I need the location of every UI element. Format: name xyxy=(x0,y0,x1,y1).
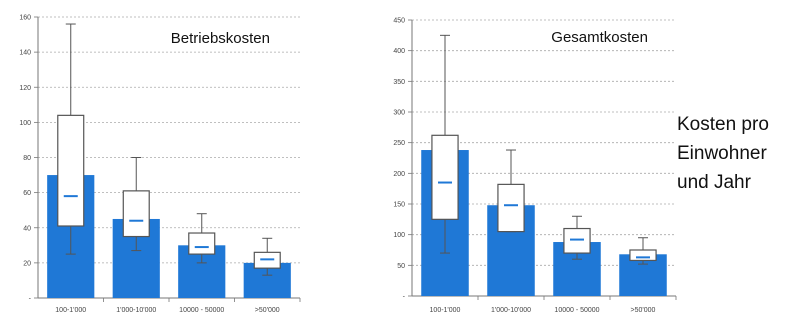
box xyxy=(629,249,657,262)
chart-title-gesamtkosten: Gesamtkosten xyxy=(551,29,648,46)
caption-line-1: Kosten pro xyxy=(677,114,769,135)
side-caption: Kosten pro Einwohner und Jahr xyxy=(677,110,769,197)
y-tick-label: 120 xyxy=(19,85,31,92)
y-tick-label: 250 xyxy=(393,140,405,147)
y-tick-label: - xyxy=(403,294,406,301)
x-tick-label: 10000 - 50000 xyxy=(179,307,224,314)
box xyxy=(497,183,525,233)
box xyxy=(57,114,85,227)
y-tick-label: 140 xyxy=(19,50,31,57)
x-tick-label: 1'000-10'000 xyxy=(116,307,156,314)
x-tick-label: 100-1'000 xyxy=(55,307,86,314)
y-tick-label: - xyxy=(29,296,32,303)
box xyxy=(563,227,591,254)
y-tick-label: 300 xyxy=(393,110,405,117)
box xyxy=(188,232,216,255)
y-tick-label: 350 xyxy=(393,79,405,86)
y-tick-label: 100 xyxy=(393,232,405,239)
y-tick-label: 50 xyxy=(397,263,405,270)
x-tick-label: 10000 - 50000 xyxy=(554,307,599,314)
y-tick-label: 450 xyxy=(393,18,405,25)
caption-line-3: und Jahr xyxy=(677,172,751,193)
caption-line-2: Einwohner xyxy=(677,143,767,164)
y-tick-label: 150 xyxy=(393,202,405,209)
y-tick-label: 40 xyxy=(23,225,31,232)
y-tick-label: 20 xyxy=(23,260,31,267)
y-tick-label: 100 xyxy=(19,120,31,127)
x-tick-label: >50'000 xyxy=(631,307,656,314)
y-tick-label: 200 xyxy=(393,171,405,178)
box xyxy=(431,134,459,220)
box xyxy=(122,190,150,238)
chart-title-betriebskosten: Betriebskosten xyxy=(171,30,270,47)
betriebskosten-chart: - 20 40 60 80 100 120 140 160 100-1'000 1'000-10'0… xyxy=(19,15,301,314)
x-tick-label: >50'000 xyxy=(255,307,280,314)
y-tick-label: 80 xyxy=(23,155,31,162)
x-tick-label: 100-1'000 xyxy=(430,307,461,314)
y-tick-label: 400 xyxy=(393,48,405,55)
y-tick-label: 160 xyxy=(19,15,31,22)
y-tick-label: 60 xyxy=(23,190,31,197)
x-tick-label: 1'000-10'000 xyxy=(491,307,531,314)
gesamtkosten-chart: - 50 100 150 200 250 300 350 400 450 100-1'000 1'00… xyxy=(393,18,677,314)
